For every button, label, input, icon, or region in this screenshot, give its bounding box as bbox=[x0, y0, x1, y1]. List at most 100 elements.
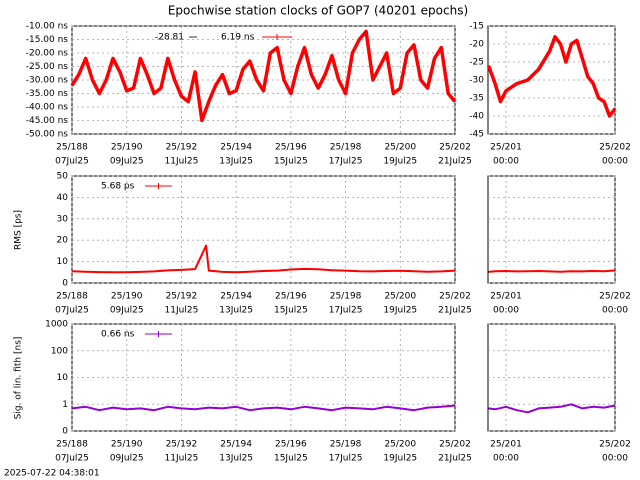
x-tick-label: 25/194 bbox=[220, 440, 252, 450]
x-tick-label: 25/196 bbox=[275, 143, 307, 153]
y-tick-label: -45 bbox=[469, 130, 484, 140]
y-tick-label: -35 bbox=[469, 94, 484, 104]
legend-label: 0.66 ns bbox=[101, 330, 135, 340]
x-tick-label: 25/188 bbox=[56, 292, 88, 302]
x-tick-label: 00:00 bbox=[602, 157, 628, 167]
x-tick-label: 25/198 bbox=[330, 440, 362, 450]
x-tick-label: 13Jul25 bbox=[219, 157, 253, 167]
x-tick-label: 25/194 bbox=[220, 292, 252, 302]
x-tick-label: 13Jul25 bbox=[219, 454, 253, 464]
y-axis-label: Sig. of lin. fith [ns] bbox=[14, 337, 24, 420]
y-tick-label: -50.00 ns bbox=[26, 130, 69, 140]
legend-label: 6.19 ns bbox=[221, 33, 255, 43]
y-tick-label: -45.00 ns bbox=[26, 116, 69, 126]
data-line bbox=[70, 29, 457, 123]
x-tick-label: 19Jul25 bbox=[383, 454, 417, 464]
y-tick-label: 0 bbox=[62, 427, 68, 437]
x-tick-label: 25/202 bbox=[439, 292, 471, 302]
y-tick-label: 10 bbox=[57, 257, 69, 267]
x-tick-label: 07Jul25 bbox=[55, 157, 89, 167]
data-line bbox=[71, 244, 456, 274]
x-tick-label: 21Jul25 bbox=[438, 157, 472, 167]
y-tick-label: -30 bbox=[469, 76, 484, 86]
y-tick-label: 50 bbox=[57, 172, 69, 182]
x-tick-label: 25/196 bbox=[275, 292, 307, 302]
x-tick-label: 25/202 bbox=[599, 292, 631, 302]
x-tick-label: 25/192 bbox=[166, 440, 198, 450]
x-tick-label: 25/202 bbox=[599, 143, 631, 153]
x-tick-label: 00:00 bbox=[493, 306, 519, 316]
y-tick-label: 20 bbox=[57, 236, 69, 246]
x-tick-label: 15Jul25 bbox=[274, 454, 308, 464]
y-tick-label: 10 bbox=[57, 373, 69, 383]
x-tick-label: 25/201 bbox=[490, 292, 522, 302]
y-tick-label: -15 bbox=[469, 22, 484, 32]
x-tick-label: 19Jul25 bbox=[383, 157, 417, 167]
data-line bbox=[71, 404, 456, 412]
y-tick-label: 30 bbox=[57, 214, 69, 224]
x-tick-label: 25/194 bbox=[220, 143, 252, 153]
y-tick-label: 1 bbox=[62, 400, 68, 410]
y-tick-label: 40 bbox=[57, 193, 69, 203]
x-tick-label: 00:00 bbox=[493, 157, 519, 167]
y-axis-label: RMS [ps] bbox=[14, 210, 24, 250]
x-tick-label: 25/190 bbox=[111, 440, 143, 450]
y-tick-label: 100 bbox=[51, 346, 68, 356]
x-tick-label: 25/190 bbox=[111, 292, 143, 302]
x-tick-label: 11Jul25 bbox=[165, 157, 199, 167]
plot-frame bbox=[487, 323, 616, 432]
x-tick-label: 25/192 bbox=[166, 292, 198, 302]
y-tick-label: 1000 bbox=[45, 320, 68, 330]
y-tick-label: -25 bbox=[469, 58, 484, 68]
x-tick-label: 25/188 bbox=[56, 440, 88, 450]
x-tick-label: 07Jul25 bbox=[55, 454, 89, 464]
y-tick-label: -40 bbox=[469, 112, 484, 122]
data-line bbox=[486, 35, 617, 118]
y-tick-label: -20.00 ns bbox=[26, 49, 69, 59]
x-tick-label: 25/196 bbox=[275, 440, 307, 450]
x-tick-label: 00:00 bbox=[602, 306, 628, 316]
x-tick-label: 25/200 bbox=[384, 292, 416, 302]
x-tick-label: 25/201 bbox=[490, 440, 522, 450]
x-tick-label: 15Jul25 bbox=[274, 157, 308, 167]
y-tick-label: -15.00 ns bbox=[26, 35, 69, 45]
y-tick-label: 0 bbox=[62, 279, 68, 289]
x-tick-label: 15Jul25 bbox=[274, 306, 308, 316]
x-tick-label: 25/201 bbox=[490, 143, 522, 153]
x-tick-label: 25/188 bbox=[56, 143, 88, 153]
x-tick-label: 25/202 bbox=[439, 440, 471, 450]
x-tick-label: 25/200 bbox=[384, 143, 416, 153]
x-tick-label: 00:00 bbox=[602, 454, 628, 464]
y-tick-label: -25.00 ns bbox=[26, 62, 69, 72]
data-line bbox=[488, 403, 616, 414]
x-tick-label: 13Jul25 bbox=[219, 306, 253, 316]
legend-label: 5.68 ps bbox=[101, 182, 135, 192]
plot-frame bbox=[71, 175, 456, 284]
chart-title: Epochwise station clocks of GOP7 (40201 … bbox=[168, 4, 468, 18]
data-line bbox=[488, 269, 616, 273]
x-tick-label: 25/198 bbox=[330, 292, 362, 302]
x-tick-label: 25/200 bbox=[384, 440, 416, 450]
x-tick-label: 17Jul25 bbox=[329, 454, 363, 464]
x-tick-label: 21Jul25 bbox=[438, 454, 472, 464]
x-tick-label: 11Jul25 bbox=[165, 454, 199, 464]
x-tick-label: 25/190 bbox=[111, 143, 143, 153]
x-tick-label: 25/192 bbox=[166, 143, 198, 153]
y-tick-label: -40.00 ns bbox=[26, 103, 69, 113]
timestamp: 2025-07-22 04:38:01 bbox=[4, 469, 100, 479]
x-tick-label: 21Jul25 bbox=[438, 306, 472, 316]
x-tick-label: 07Jul25 bbox=[55, 306, 89, 316]
x-tick-label: 09Jul25 bbox=[110, 157, 144, 167]
y-tick-label: -35.00 ns bbox=[26, 89, 69, 99]
plot-frame bbox=[487, 175, 616, 284]
x-tick-label: 09Jul25 bbox=[110, 454, 144, 464]
annotation: -28.81 bbox=[155, 33, 184, 43]
x-tick-label: 11Jul25 bbox=[165, 306, 199, 316]
x-tick-label: 25/202 bbox=[439, 143, 471, 153]
x-tick-label: 17Jul25 bbox=[329, 157, 363, 167]
x-tick-label: 25/202 bbox=[599, 440, 631, 450]
y-tick-label: -10.00 ns bbox=[26, 22, 69, 32]
y-tick-label: -20 bbox=[469, 40, 484, 50]
x-tick-label: 19Jul25 bbox=[383, 306, 417, 316]
